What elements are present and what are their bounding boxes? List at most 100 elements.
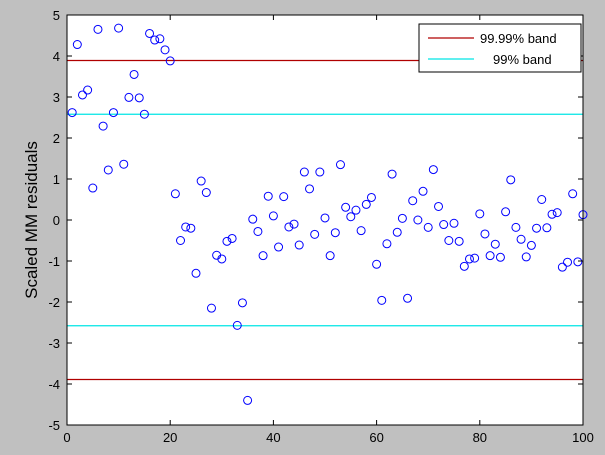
y-tick-label: 5 xyxy=(53,8,60,23)
data-point xyxy=(366,192,376,202)
data-point xyxy=(160,45,170,55)
y-tick-label: 1 xyxy=(53,172,60,187)
data-point xyxy=(263,191,273,201)
data-point xyxy=(325,251,335,261)
data-point xyxy=(372,259,382,269)
data-point xyxy=(542,223,552,233)
data-point xyxy=(449,218,459,228)
y-tick-label: 0 xyxy=(53,213,60,228)
data-point xyxy=(258,251,268,261)
data-point xyxy=(434,201,444,211)
data-point xyxy=(103,165,113,175)
data-point xyxy=(145,28,155,38)
data-point xyxy=(552,208,562,218)
data-point xyxy=(382,239,392,249)
data-point xyxy=(335,160,345,170)
data-point xyxy=(470,253,480,263)
data-point xyxy=(134,93,144,103)
data-point xyxy=(243,395,253,405)
y-tick-label: -2 xyxy=(48,295,60,310)
x-tick-label: 100 xyxy=(572,430,594,445)
data-point xyxy=(274,242,284,252)
data-point xyxy=(418,186,428,196)
x-tick-label: 40 xyxy=(266,430,280,445)
data-point xyxy=(310,229,320,239)
data-point xyxy=(351,205,361,215)
data-point xyxy=(268,211,278,221)
data-point xyxy=(511,222,521,232)
plot-area xyxy=(67,15,583,425)
legend-label-99-band: 99% band xyxy=(493,52,552,67)
data-point xyxy=(139,109,149,119)
data-point xyxy=(557,262,567,272)
data-point xyxy=(428,165,438,175)
y-tick-label: -5 xyxy=(48,418,60,433)
data-point xyxy=(83,85,93,95)
y-tick-label: 3 xyxy=(53,90,60,105)
data-point xyxy=(521,252,531,262)
data-point xyxy=(403,293,413,303)
data-point xyxy=(547,209,557,219)
data-point xyxy=(165,56,175,66)
data-point xyxy=(377,295,387,305)
data-point xyxy=(217,254,227,264)
data-point xyxy=(227,233,237,243)
data-point xyxy=(196,176,206,186)
data-point xyxy=(408,196,418,206)
data-point xyxy=(93,24,103,34)
data-point xyxy=(444,236,454,245)
data-point xyxy=(495,252,505,262)
data-point xyxy=(392,227,402,237)
data-point xyxy=(232,320,242,330)
legend: 99.99% band 99% band xyxy=(418,23,582,73)
data-point xyxy=(573,257,583,267)
y-tick-label: 2 xyxy=(53,131,60,146)
y-tick-label: 4 xyxy=(53,49,60,64)
y-tick-label: -4 xyxy=(48,377,60,392)
data-points xyxy=(67,23,588,405)
data-point xyxy=(397,213,407,223)
data-point xyxy=(516,234,526,244)
data-point xyxy=(485,251,495,261)
data-point xyxy=(279,192,289,202)
x-tick-label: 20 xyxy=(163,430,177,445)
data-point xyxy=(114,23,124,33)
x-tick-label: 60 xyxy=(369,430,383,445)
y-axis-label: Scaled MM residuals xyxy=(22,141,41,299)
legend-box xyxy=(418,23,582,73)
data-point xyxy=(341,202,351,212)
data-point xyxy=(501,207,511,217)
data-point xyxy=(480,229,490,239)
data-point xyxy=(150,35,160,45)
data-point xyxy=(67,108,77,118)
data-point xyxy=(206,303,216,313)
data-point xyxy=(284,222,294,232)
data-point xyxy=(454,236,464,246)
data-point xyxy=(299,167,309,177)
data-point xyxy=(563,257,573,267)
data-point xyxy=(294,240,304,250)
y-tick-label: -1 xyxy=(48,254,60,269)
x-tick-label: 0 xyxy=(63,430,70,445)
data-point xyxy=(191,268,201,278)
data-point xyxy=(475,209,485,219)
data-point xyxy=(305,184,315,194)
data-point xyxy=(108,108,118,118)
data-point xyxy=(176,236,186,245)
data-point xyxy=(155,34,165,44)
data-point xyxy=(170,189,180,199)
data-point xyxy=(346,212,356,222)
data-point xyxy=(248,214,258,224)
data-point xyxy=(119,159,129,169)
data-point xyxy=(490,239,500,249)
data-point xyxy=(423,222,433,232)
data-point xyxy=(356,226,366,236)
y-tick-label: -3 xyxy=(48,336,60,351)
data-point xyxy=(330,228,340,238)
data-point xyxy=(237,298,247,308)
data-point xyxy=(568,189,578,199)
data-point xyxy=(532,223,542,233)
data-point xyxy=(537,195,547,204)
data-point xyxy=(222,236,232,246)
